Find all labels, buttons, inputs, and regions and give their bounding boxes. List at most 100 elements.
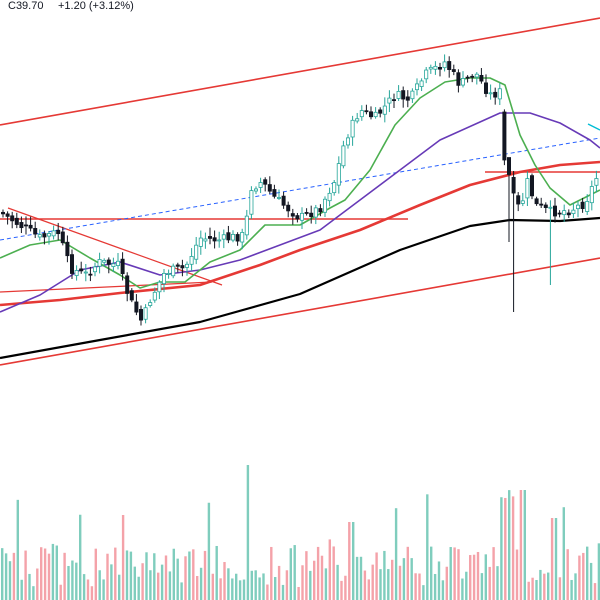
candle-body bbox=[437, 66, 442, 70]
volume-bar bbox=[196, 576, 199, 600]
volume-bar bbox=[496, 566, 499, 600]
candle-body bbox=[474, 73, 479, 78]
volume-bar bbox=[289, 548, 292, 600]
candle-body bbox=[594, 178, 599, 186]
candle-body bbox=[286, 204, 291, 212]
candle-body bbox=[42, 233, 47, 238]
candle-body bbox=[511, 176, 516, 194]
candle-body bbox=[447, 61, 452, 70]
volume-bar bbox=[558, 577, 562, 600]
volume-bar bbox=[149, 570, 152, 600]
candle-body bbox=[378, 109, 383, 114]
volume-bar bbox=[539, 569, 542, 600]
volume-bar bbox=[79, 514, 82, 600]
volume-bar bbox=[566, 549, 569, 600]
candle-body bbox=[355, 118, 360, 122]
volume-bar bbox=[55, 545, 58, 600]
volume-bar bbox=[504, 497, 507, 600]
volume-bar bbox=[238, 580, 242, 600]
volume-bar bbox=[531, 577, 534, 600]
candle-body bbox=[281, 195, 286, 206]
volume-bar bbox=[500, 497, 503, 600]
volume-bar bbox=[82, 574, 86, 600]
candle-body bbox=[276, 197, 281, 199]
change-value: +1.20 (+3.12%) bbox=[58, 0, 134, 12]
candle-body bbox=[322, 198, 327, 213]
candle-body bbox=[152, 291, 157, 301]
candle-body bbox=[364, 110, 369, 113]
volume-bar bbox=[519, 490, 523, 600]
volume-bar bbox=[211, 573, 214, 600]
volume-bar bbox=[43, 548, 47, 600]
volume-bar bbox=[488, 566, 491, 600]
candle-body bbox=[534, 198, 539, 205]
candle-body bbox=[198, 237, 203, 247]
candle-body bbox=[230, 234, 235, 241]
candle-body bbox=[506, 157, 511, 175]
volume-bar bbox=[231, 578, 234, 600]
volume-bar bbox=[387, 569, 390, 600]
volume-bar bbox=[160, 564, 164, 600]
candle-body bbox=[171, 265, 176, 277]
dashed-trend-line bbox=[0, 137, 600, 241]
volume-bar bbox=[118, 574, 121, 600]
candle-body bbox=[249, 190, 254, 215]
candle-body bbox=[336, 163, 341, 186]
volume-bar bbox=[398, 565, 402, 600]
candle-body bbox=[350, 119, 355, 138]
candle-body bbox=[497, 88, 502, 100]
volume-bar bbox=[375, 552, 378, 600]
candle-body bbox=[396, 90, 401, 99]
volume-bar bbox=[203, 550, 207, 600]
volume-bar bbox=[246, 465, 250, 600]
volume-bar bbox=[270, 546, 273, 600]
volume-bars bbox=[1, 465, 600, 600]
volume-bar bbox=[1, 548, 4, 600]
candle-body bbox=[138, 309, 143, 321]
candle-body bbox=[290, 213, 295, 217]
volume-bar bbox=[8, 561, 12, 600]
volume-bar bbox=[188, 551, 191, 600]
volume-bar bbox=[535, 580, 538, 600]
volume-bar bbox=[554, 518, 558, 600]
candle-body bbox=[19, 222, 24, 229]
candle-body bbox=[56, 229, 61, 235]
volume-bar bbox=[242, 579, 246, 600]
volume-bar bbox=[36, 568, 39, 600]
volume-bar bbox=[332, 546, 335, 600]
candle-body bbox=[368, 111, 373, 118]
candle-body bbox=[180, 265, 185, 269]
candle-body bbox=[318, 208, 323, 213]
volume-bar bbox=[133, 566, 136, 600]
volume-bar bbox=[51, 543, 55, 600]
candle-body bbox=[465, 76, 470, 79]
volume-bar bbox=[589, 562, 593, 600]
candle-body bbox=[14, 217, 19, 225]
volume-bar bbox=[293, 545, 296, 600]
candle-body bbox=[235, 234, 240, 242]
candle-body bbox=[382, 105, 387, 115]
candle-body bbox=[263, 179, 268, 185]
volume-bar bbox=[86, 579, 90, 600]
volume-bar bbox=[250, 570, 253, 600]
volume-bar bbox=[59, 584, 62, 600]
volume-bar bbox=[476, 551, 480, 600]
volume-bar bbox=[215, 545, 218, 600]
candle-body bbox=[217, 239, 222, 242]
volume-bar bbox=[102, 579, 105, 600]
candle-body bbox=[304, 212, 309, 214]
volume-bar bbox=[67, 565, 70, 600]
volume-bar bbox=[164, 555, 168, 600]
volume-bar bbox=[379, 569, 382, 600]
candle-body bbox=[405, 96, 410, 101]
candle-body bbox=[313, 207, 318, 218]
volume-bar bbox=[457, 549, 460, 600]
candle-body bbox=[359, 110, 364, 118]
volume-bar bbox=[20, 579, 23, 600]
volume-bar bbox=[570, 579, 573, 600]
candle-body bbox=[148, 302, 153, 306]
volume-bar bbox=[184, 556, 187, 600]
volume-bar bbox=[71, 560, 74, 600]
volume-bar bbox=[348, 522, 351, 600]
